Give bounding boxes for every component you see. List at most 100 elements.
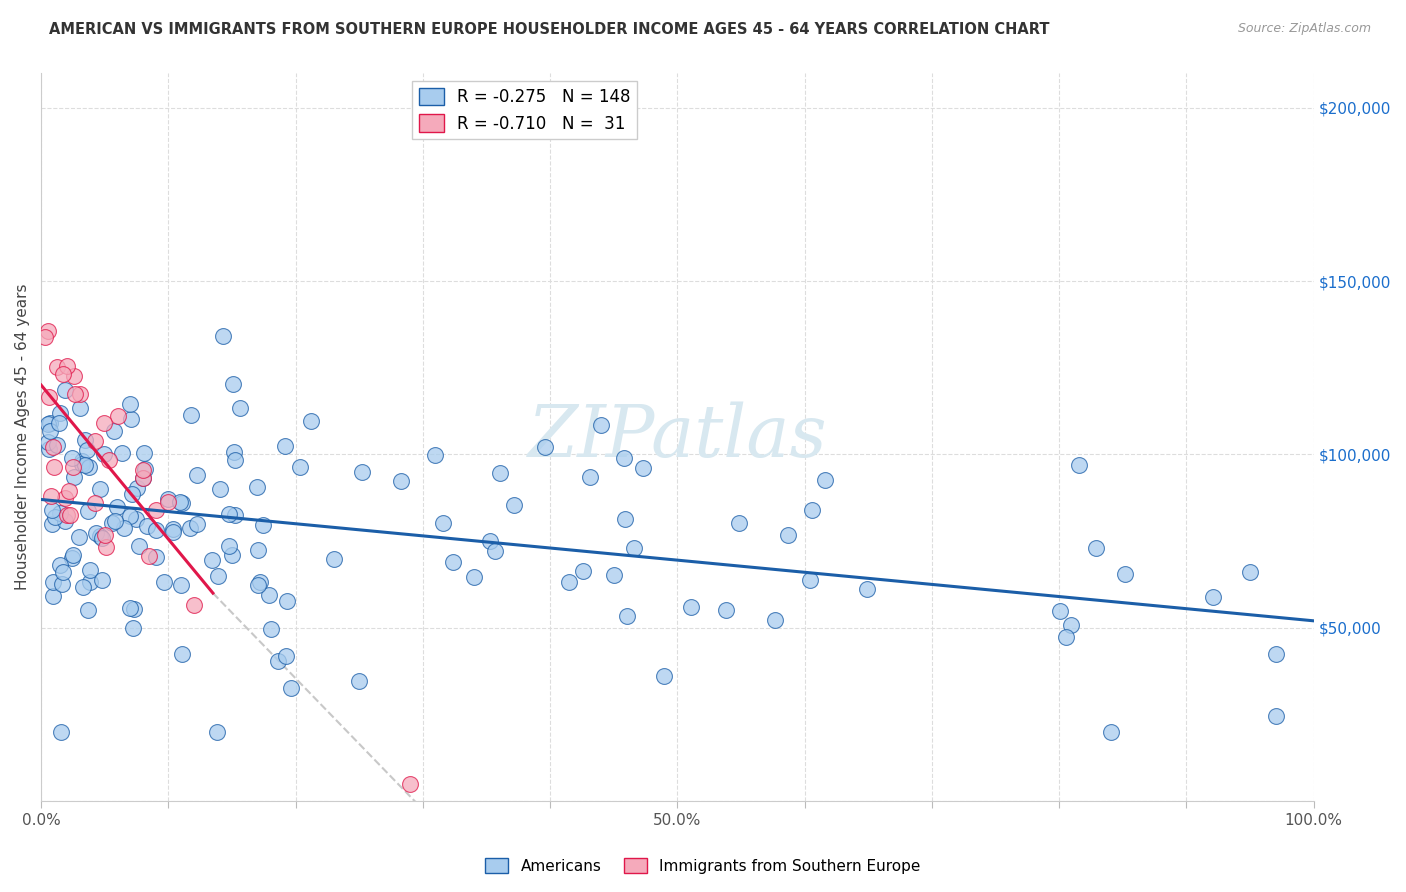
Point <box>37 435 59 450</box>
Point <box>613 451 636 466</box>
Point <box>623 541 645 555</box>
Point <box>799 573 821 587</box>
Point <box>201 553 224 567</box>
Point <box>128 539 150 553</box>
Point <box>299 414 322 428</box>
Point <box>170 647 193 661</box>
Point <box>39 489 62 503</box>
Point <box>90 531 112 545</box>
Point <box>179 521 201 535</box>
Point <box>63 369 86 384</box>
Point <box>75 433 97 447</box>
Point <box>41 440 63 454</box>
Point <box>247 578 270 592</box>
Point <box>79 574 101 589</box>
Point <box>94 528 117 542</box>
Point <box>218 539 240 553</box>
Point <box>49 724 72 739</box>
Legend: Americans, Immigrants from Southern Europe: Americans, Immigrants from Southern Euro… <box>479 852 927 880</box>
Point <box>138 549 160 564</box>
Point <box>77 504 100 518</box>
Point <box>60 451 83 466</box>
Point <box>186 467 208 482</box>
Point <box>72 580 94 594</box>
Point <box>276 594 298 608</box>
Point <box>41 589 63 603</box>
Point <box>56 359 79 374</box>
Point <box>1264 647 1286 661</box>
Point <box>1239 565 1261 579</box>
Point <box>132 463 155 477</box>
Point <box>616 608 638 623</box>
Point <box>389 475 412 489</box>
Point <box>763 613 786 627</box>
Point <box>42 459 65 474</box>
Point <box>441 555 464 569</box>
Point <box>59 508 82 523</box>
Point <box>205 724 228 739</box>
Point <box>801 502 824 516</box>
Point <box>41 575 63 590</box>
Point <box>208 482 231 496</box>
Point <box>1059 618 1081 632</box>
Point <box>62 549 84 563</box>
Point <box>93 447 115 461</box>
Point <box>93 417 115 431</box>
Point <box>48 417 70 431</box>
Point <box>479 534 502 549</box>
Point <box>145 503 167 517</box>
Point <box>48 406 70 420</box>
Point <box>104 514 127 528</box>
Point <box>101 516 124 530</box>
Point <box>222 376 245 391</box>
Point <box>276 648 298 663</box>
Point <box>280 681 302 695</box>
Point <box>1049 604 1071 618</box>
Point <box>60 551 83 566</box>
Point <box>41 517 63 532</box>
Point <box>1099 724 1122 739</box>
Text: ZIPatlas: ZIPatlas <box>527 401 827 473</box>
Point <box>103 424 125 438</box>
Point <box>77 459 100 474</box>
Point <box>246 480 269 494</box>
Point <box>267 654 290 668</box>
Point <box>503 498 526 512</box>
Point <box>38 390 60 404</box>
Point <box>91 573 114 587</box>
Point <box>69 401 91 416</box>
Point <box>121 487 143 501</box>
Point <box>121 412 143 426</box>
Point <box>652 669 675 683</box>
Point <box>53 515 76 529</box>
Point <box>38 442 60 457</box>
Point <box>323 552 346 566</box>
Point <box>58 483 80 498</box>
Point <box>153 575 176 590</box>
Point <box>156 491 179 506</box>
Point <box>79 563 101 577</box>
Point <box>224 453 246 467</box>
Point <box>111 446 134 460</box>
Point <box>169 494 191 508</box>
Point <box>46 360 69 375</box>
Point <box>288 459 311 474</box>
Point <box>53 491 76 505</box>
Point <box>212 329 235 343</box>
Point <box>162 524 184 539</box>
Point <box>603 568 626 582</box>
Point <box>84 434 107 449</box>
Point <box>162 523 184 537</box>
Point <box>84 496 107 510</box>
Point <box>399 777 422 791</box>
Point <box>69 386 91 401</box>
Point <box>63 386 86 401</box>
Point <box>229 401 252 416</box>
Point <box>814 474 837 488</box>
Point <box>425 448 447 462</box>
Point <box>1084 541 1107 555</box>
Point <box>105 500 128 514</box>
Point <box>38 416 60 430</box>
Point <box>207 569 229 583</box>
Point <box>1114 566 1136 581</box>
